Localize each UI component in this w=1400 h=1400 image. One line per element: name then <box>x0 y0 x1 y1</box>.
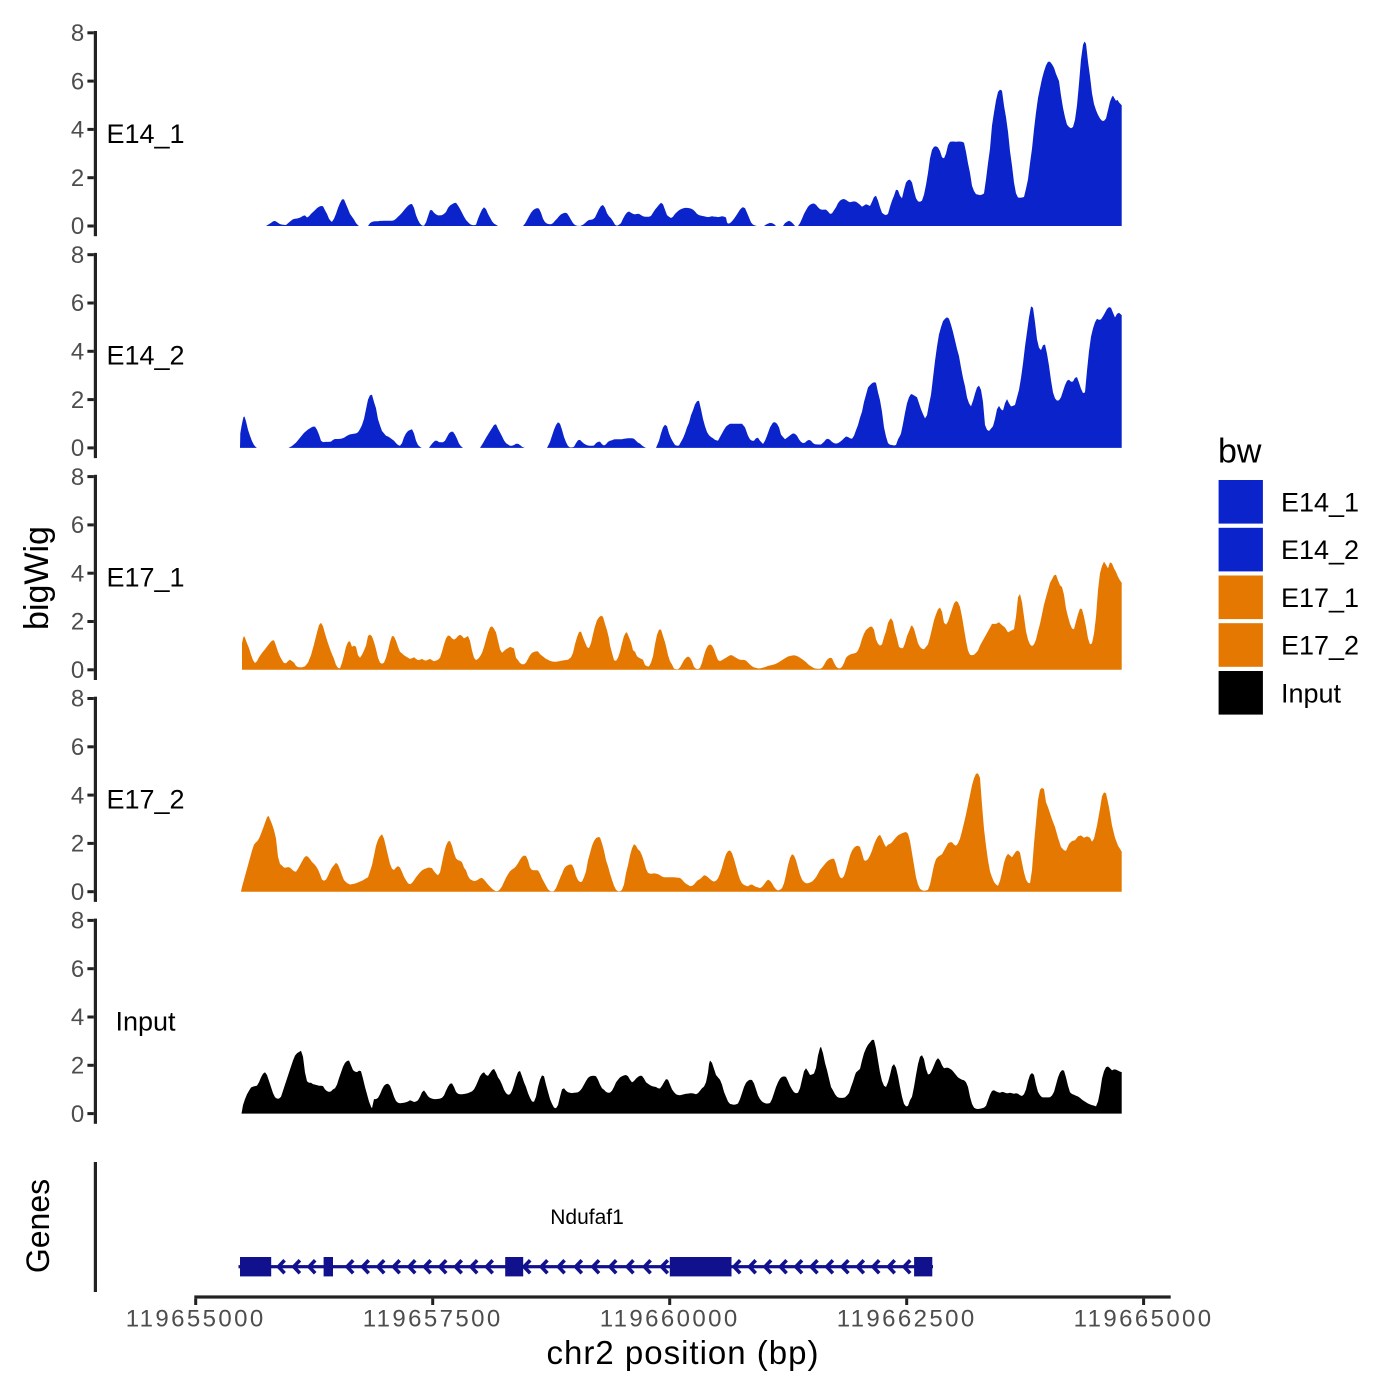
svg-text:4: 4 <box>71 1004 84 1031</box>
svg-text:0: 0 <box>71 657 84 684</box>
svg-text:Input: Input <box>1281 678 1342 708</box>
svg-text:6: 6 <box>71 68 84 95</box>
svg-text:E14_2: E14_2 <box>1281 535 1359 565</box>
svg-text:6: 6 <box>71 734 84 761</box>
svg-text:2: 2 <box>71 831 84 858</box>
svg-text:2: 2 <box>71 609 84 636</box>
svg-text:6: 6 <box>71 290 84 317</box>
svg-text:E17_2: E17_2 <box>1281 631 1359 661</box>
svg-text:119665000: 119665000 <box>1074 1306 1214 1333</box>
svg-text:0: 0 <box>71 213 84 240</box>
svg-text:4: 4 <box>71 117 84 144</box>
svg-text:chr2 position (bp): chr2 position (bp) <box>547 1334 820 1371</box>
svg-text:E14_2: E14_2 <box>106 341 184 371</box>
svg-text:119660000: 119660000 <box>600 1306 740 1333</box>
svg-text:8: 8 <box>71 20 84 47</box>
svg-text:8: 8 <box>71 908 84 935</box>
svg-text:119657500: 119657500 <box>363 1306 503 1333</box>
svg-text:Input: Input <box>115 1006 176 1036</box>
svg-text:0: 0 <box>71 879 84 906</box>
svg-text:bigWig: bigWig <box>18 526 56 630</box>
svg-text:bw: bw <box>1218 433 1262 471</box>
svg-text:E14_1: E14_1 <box>1281 487 1359 517</box>
svg-text:4: 4 <box>71 339 84 366</box>
svg-text:2: 2 <box>71 1053 84 1080</box>
svg-text:0: 0 <box>71 435 84 462</box>
svg-text:E14_1: E14_1 <box>106 119 184 149</box>
svg-text:4: 4 <box>71 560 84 587</box>
svg-text:119655000: 119655000 <box>126 1306 266 1333</box>
svg-text:4: 4 <box>71 782 84 809</box>
svg-text:8: 8 <box>71 686 84 713</box>
svg-text:E17_1: E17_1 <box>1281 583 1359 613</box>
svg-text:E17_2: E17_2 <box>106 785 184 815</box>
svg-text:Ndufaf1: Ndufaf1 <box>550 1206 624 1229</box>
svg-text:E17_1: E17_1 <box>106 563 184 593</box>
svg-text:6: 6 <box>71 512 84 539</box>
svg-text:8: 8 <box>71 464 84 491</box>
svg-text:2: 2 <box>71 165 84 192</box>
svg-text:6: 6 <box>71 956 84 983</box>
svg-text:Genes: Genes <box>20 1179 56 1273</box>
svg-text:8: 8 <box>71 242 84 269</box>
svg-text:0: 0 <box>71 1101 84 1128</box>
svg-text:119662500: 119662500 <box>837 1306 977 1333</box>
svg-text:2: 2 <box>71 387 84 414</box>
